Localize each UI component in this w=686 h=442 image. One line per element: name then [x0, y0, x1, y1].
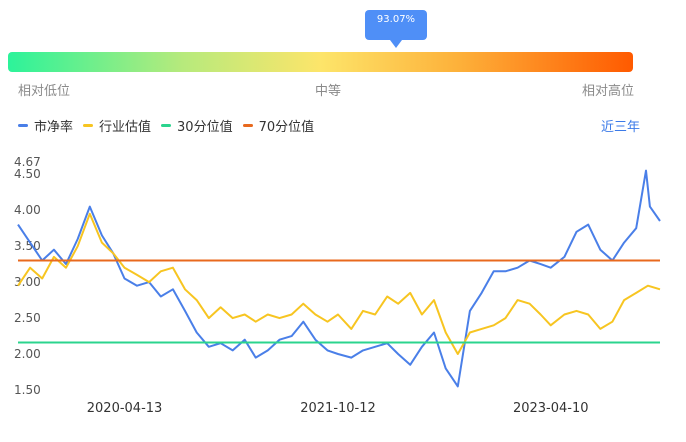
gauge-high-label: 相对高位 — [582, 84, 635, 99]
y-tick-label: 1.50 — [14, 383, 41, 397]
tooltip-pointer-icon — [390, 40, 402, 48]
legend-swatch-icon — [161, 124, 172, 127]
x-tick-label: 2023-04-10 — [513, 401, 589, 416]
chart-legend: 市净率 行业估值 30分位值 70分位值 — [18, 116, 324, 135]
y-tick-label: 2.50 — [14, 311, 41, 325]
legend-swatch-icon — [83, 124, 94, 127]
legend-swatch-icon — [18, 124, 28, 127]
legend-item-p30[interactable]: 30分位值 — [161, 116, 233, 135]
legend-item-industry[interactable]: 行业估值 — [83, 116, 151, 135]
series-line-pb — [17, 169, 661, 388]
legend-label: 30分位值 — [177, 120, 233, 135]
gauge-mid-label: 中等 — [315, 84, 342, 99]
legend-label: 市净率 — [34, 120, 74, 135]
legend-item-p70[interactable]: 70分位值 — [242, 116, 315, 135]
gauge-low-label: 相对低位 — [18, 84, 71, 99]
legend-swatch-icon — [242, 124, 253, 127]
y-tick-label: 4.67 — [14, 155, 41, 169]
y-axis-ticks: 1.502.002.503.003.504.004.504.67 — [14, 155, 41, 397]
percentile-tooltip-value: 93.07% — [376, 14, 416, 25]
legend-item-pb[interactable]: 市净率 — [18, 116, 73, 135]
legend-label: 70分位值 — [258, 120, 315, 135]
y-tick-label: 4.50 — [14, 167, 41, 181]
y-tick-label: 2.00 — [14, 347, 41, 361]
x-axis-ticks: 2020-04-13 2021-10-12 2023-04-10 — [87, 401, 589, 416]
x-tick-label: 2021-10-12 — [300, 401, 376, 416]
y-tick-label: 3.00 — [14, 275, 41, 289]
percentile-tooltip: 93.07% — [365, 10, 427, 48]
chart-series — [17, 169, 661, 388]
time-range-selector[interactable]: 近三年 — [600, 120, 640, 135]
x-tick-label: 2020-04-13 — [87, 401, 163, 416]
y-tick-label: 4.00 — [14, 203, 41, 217]
legend-label: 行业估值 — [99, 120, 152, 135]
valuation-gauge-bar — [8, 52, 633, 72]
series-line-industry — [17, 212, 661, 355]
